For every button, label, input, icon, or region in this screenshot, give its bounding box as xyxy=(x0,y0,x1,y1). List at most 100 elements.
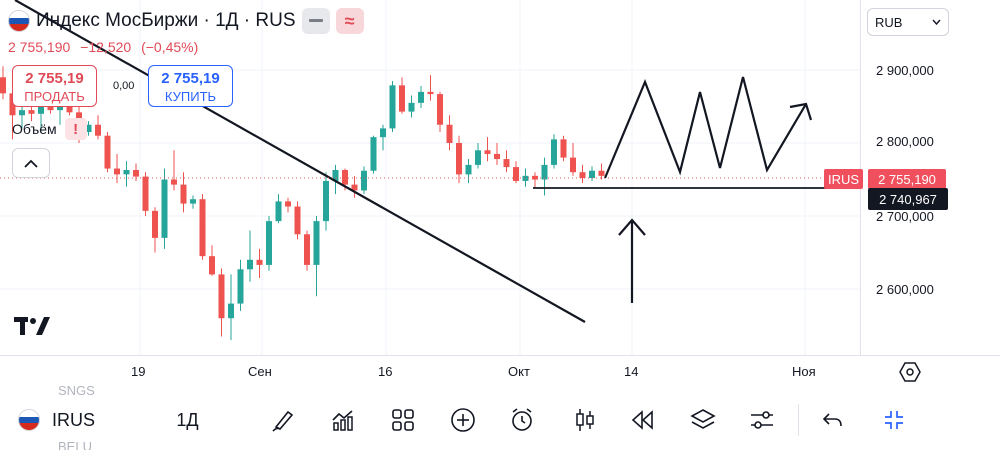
candle-body xyxy=(522,175,529,181)
candle xyxy=(351,175,358,198)
time-tick: 14 xyxy=(624,364,639,379)
collapse-legend-button[interactable] xyxy=(12,148,50,178)
candle xyxy=(237,259,244,311)
minus-pill-icon[interactable] xyxy=(301,8,330,34)
replay-icon[interactable] xyxy=(628,405,658,435)
price-tick: 2 800,000 xyxy=(876,134,934,149)
candle xyxy=(589,166,595,181)
zigzag-arrowhead-drawing xyxy=(789,102,813,121)
candle-body xyxy=(218,274,225,319)
settings-sliders-icon[interactable] xyxy=(747,405,777,435)
volume-indicator-row[interactable]: Объём ! xyxy=(12,118,87,140)
sell-button[interactable]: 2 755,19 ПРОДАТЬ xyxy=(12,65,97,107)
candles-icon[interactable] xyxy=(570,405,600,435)
tradingview-logo-icon[interactable] xyxy=(14,315,50,343)
chevron-down-icon xyxy=(932,19,941,25)
buy-button[interactable]: 2 755,19 КУПИТЬ xyxy=(148,65,233,107)
currency-value: RUB xyxy=(875,14,903,30)
symbol-title[interactable]: Индекс МосБиржи · 1Д · RUS xyxy=(36,10,296,31)
wave-pill-icon[interactable]: ≈ xyxy=(335,8,364,34)
candle-body xyxy=(104,135,111,169)
layout-icon[interactable] xyxy=(388,405,418,435)
candle xyxy=(570,143,576,176)
candle-body xyxy=(85,124,92,133)
candle-body xyxy=(228,303,234,319)
buy-label: КУПИТЬ xyxy=(164,89,217,104)
candle-body xyxy=(408,102,415,112)
candle xyxy=(332,164,339,195)
up-arrowhead-drawing xyxy=(618,218,646,236)
time-tick: Ноя xyxy=(792,364,816,379)
interval-button[interactable]: 1Д xyxy=(165,405,210,435)
chart-area[interactable]: Индекс МосБиржи · 1Д · RUS ≈ 2 755,190 −… xyxy=(0,0,860,355)
price-tick: 2 600,000 xyxy=(876,282,934,297)
candle-body xyxy=(19,110,25,116)
chart-settings-icon[interactable] xyxy=(899,362,921,387)
candle xyxy=(408,95,415,118)
brush-icon[interactable] xyxy=(268,405,298,435)
crosshair-price-tag: 2 740,967 xyxy=(868,188,948,210)
candle xyxy=(275,194,282,224)
candle-body xyxy=(266,221,272,265)
candle xyxy=(161,168,168,249)
candle-body xyxy=(0,77,6,94)
candle-body xyxy=(418,91,424,103)
candle-body xyxy=(313,221,320,265)
candle xyxy=(503,150,510,173)
symbol-price-tag: IRUS xyxy=(824,169,864,189)
buy-price: 2 755,19 xyxy=(161,70,220,87)
add-icon[interactable] xyxy=(448,405,478,435)
candle xyxy=(389,80,396,133)
warning-icon[interactable]: ! xyxy=(64,118,87,140)
symbol-search-button[interactable]: IRUS xyxy=(18,405,118,435)
candle-body xyxy=(560,139,567,158)
candle xyxy=(484,137,491,162)
undo-icon[interactable] xyxy=(818,405,848,435)
candle-body xyxy=(294,206,301,235)
candle xyxy=(114,153,120,184)
trendline-drawing xyxy=(14,0,586,323)
candle xyxy=(104,132,111,173)
candle-body xyxy=(332,170,339,181)
candle-body xyxy=(399,85,405,112)
candle xyxy=(199,194,206,260)
candle-body xyxy=(351,184,358,191)
time-tick: 16 xyxy=(378,364,393,379)
candle-body xyxy=(199,199,206,257)
candle xyxy=(218,268,225,337)
candle xyxy=(171,150,177,191)
candle-body xyxy=(209,256,215,275)
candle xyxy=(560,135,567,162)
flag-stripe-red xyxy=(19,423,39,430)
price-change-pct: (−0,45%) xyxy=(141,39,199,55)
candle xyxy=(0,66,6,100)
layers-icon[interactable] xyxy=(688,405,718,435)
candle xyxy=(579,164,586,184)
candle xyxy=(294,201,301,240)
flag-stripe-white xyxy=(19,410,39,417)
candle-body xyxy=(38,100,44,114)
candle xyxy=(142,172,149,216)
candle xyxy=(152,207,158,253)
time-axis[interactable] xyxy=(0,355,1000,390)
candle xyxy=(541,157,548,196)
volume-label[interactable]: Объём xyxy=(12,121,57,137)
candle-body xyxy=(456,143,462,175)
spread-value: 0,00 xyxy=(113,80,135,92)
candle xyxy=(551,134,557,169)
candle-body xyxy=(503,159,510,168)
candle xyxy=(532,172,538,189)
candle-body xyxy=(465,164,472,175)
fullscreen-icon[interactable] xyxy=(879,405,909,435)
candle xyxy=(209,245,215,276)
candle-body xyxy=(28,110,35,114)
indicators-icon[interactable] xyxy=(328,405,358,435)
symbol-header[interactable]: Индекс МосБиржи · 1Д · RUS ≈ xyxy=(8,6,364,36)
candle-body xyxy=(304,234,310,265)
currency-select[interactable]: RUB xyxy=(867,8,949,36)
price-change: −12,520 xyxy=(80,39,132,55)
sell-label: ПРОДАТЬ xyxy=(24,89,85,104)
candle xyxy=(494,143,500,165)
candle xyxy=(190,195,196,209)
alert-icon[interactable] xyxy=(507,405,537,435)
